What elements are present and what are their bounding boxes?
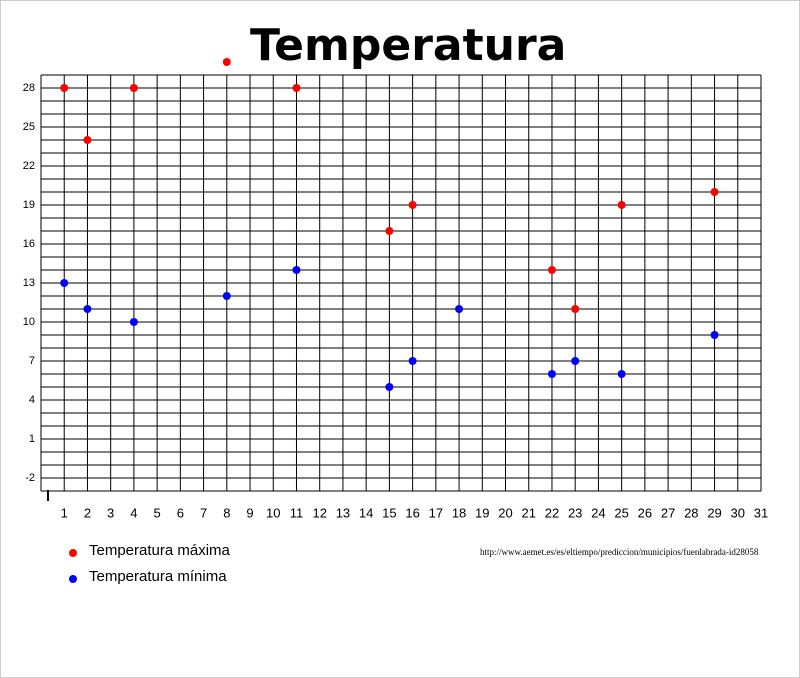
y-tick-label: 25 [23,121,35,133]
point [408,357,417,365]
point [385,383,394,391]
x-tick-label: 24 [591,505,605,520]
y-tick-label: 13 [23,277,35,289]
point [83,136,92,144]
point [292,266,301,274]
x-tick-label: 15 [382,505,396,520]
x-tick-label: 29 [707,505,721,520]
x-tick-label: 10 [266,505,280,520]
x-tick-label: 9 [246,505,253,520]
y-tick-label: 19 [23,199,35,211]
x-tick-label: 25 [614,505,628,520]
x-tick-label: 4 [130,505,137,520]
source-url: http://www.aemet.es/es/eltiempo/predicci… [480,547,759,557]
x-tick-label: 13 [336,505,350,520]
y-tick-label: 22 [23,160,35,172]
point [60,84,69,92]
y-tick-label: 16 [23,238,35,250]
x-tick-label: 21 [522,505,536,520]
point [571,305,580,313]
y-tick-label: 4 [29,394,35,406]
point [617,201,626,209]
x-tick-label: 12 [312,505,326,520]
y-tick-label: 28 [23,82,35,94]
point [60,279,69,287]
point [547,266,556,274]
point [83,305,92,313]
point [292,84,301,92]
point [710,331,719,339]
legend-label: Temperatura mínima [89,568,227,585]
point [129,318,138,326]
x-tick-label: 28 [684,505,698,520]
x-tick-label: 31 [754,505,768,520]
x-tick-label: 19 [475,505,489,520]
point [222,58,231,66]
x-tick-label: 27 [661,505,675,520]
x-tick-label: 8 [223,505,230,520]
x-tick-label: 11 [290,505,304,520]
legend-marker [69,575,77,583]
y-tick-label: 7 [29,355,35,367]
y-tick-label: -2 [25,472,35,484]
x-tick-label: 18 [452,505,466,520]
x-tick-label: 3 [107,505,114,520]
point [571,357,580,365]
point [408,201,417,209]
point [617,370,626,378]
point [547,370,556,378]
legend-marker [69,549,77,557]
x-tick-label: 20 [498,505,512,520]
x-tick-label: 23 [568,505,582,520]
x-tick-label: 26 [638,505,652,520]
x-tick-label: 16 [405,505,419,520]
x-tick-label: 17 [429,505,443,520]
x-tick-label: 7 [200,505,207,520]
y-tick-label: 1 [29,433,35,445]
x-tick-label: 6 [177,505,184,520]
y-tick-label: 10 [23,316,35,328]
legend-label: Temperatura máxima [89,542,231,559]
point [455,305,464,313]
x-tick-label: 30 [731,505,745,520]
point [385,227,394,235]
chart-title: Temperatura [250,20,566,71]
point [129,84,138,92]
x-tick-label: 14 [359,505,373,520]
x-tick-label: 5 [154,505,161,520]
x-tick-label: 2 [84,505,91,520]
point [222,292,231,300]
x-tick-label: 1 [61,505,68,520]
x-tick-label: 22 [545,505,559,520]
point [710,188,719,196]
